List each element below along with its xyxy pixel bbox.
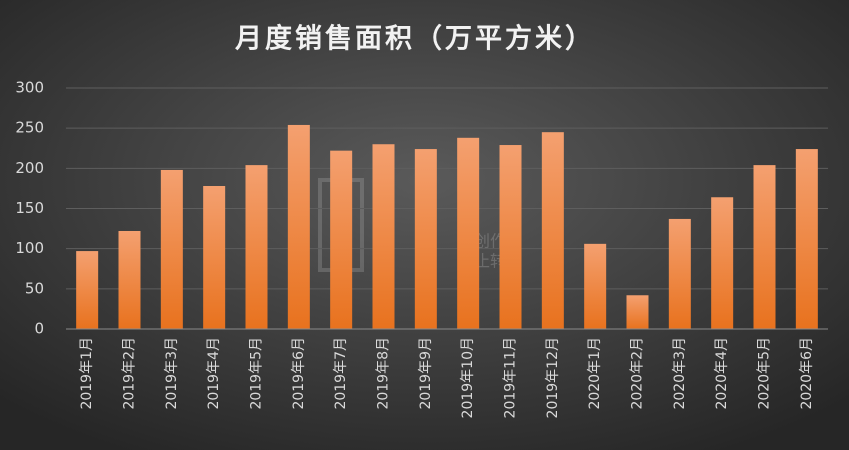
y-tick-label: 200	[15, 159, 44, 177]
x-tick-label: 2019年8月	[376, 337, 392, 410]
x-tick-label: 2020年1月	[587, 337, 603, 410]
y-tick-label: 50	[25, 279, 44, 297]
bar	[330, 150, 353, 329]
x-tick-label: 2020年5月	[757, 337, 773, 410]
x-tick-label: 2019年3月	[164, 337, 180, 410]
x-tick-label: 2019年1月	[79, 337, 95, 410]
bar	[753, 165, 776, 329]
bar	[668, 218, 691, 329]
bar	[457, 137, 480, 329]
bar	[499, 145, 522, 329]
bar	[711, 197, 734, 329]
bar	[118, 230, 141, 329]
bar	[245, 165, 268, 329]
x-tick-label: 2019年10月	[460, 337, 476, 418]
bar	[584, 243, 607, 329]
bar	[287, 124, 310, 329]
chart-title: 月度销售面积（万平方米）	[234, 23, 595, 55]
bar	[626, 295, 649, 329]
x-tick-label: 2019年6月	[291, 337, 307, 410]
bar	[76, 251, 99, 329]
x-tick-label: 2020年4月	[714, 337, 730, 410]
y-tick-label: 250	[15, 119, 44, 137]
x-tick-label: 2019年12月	[545, 337, 561, 418]
bar	[414, 149, 437, 329]
bar	[372, 144, 395, 329]
x-tick-label: 2020年3月	[672, 337, 688, 410]
bar	[203, 186, 226, 329]
y-tick-label: 150	[15, 199, 44, 217]
x-tick-label: 2019年5月	[249, 337, 265, 410]
bar	[795, 149, 818, 329]
x-tick-label: 2020年6月	[799, 337, 815, 410]
x-tick-label: 2019年2月	[122, 337, 138, 410]
x-tick-label: 2019年7月	[333, 337, 349, 410]
bar	[160, 169, 183, 329]
y-tick-label: 300	[15, 79, 44, 97]
x-tick-label: 2019年11月	[503, 337, 519, 418]
bar	[541, 132, 564, 329]
x-tick-label: 2019年4月	[206, 337, 222, 410]
x-tick-label: 2019年9月	[418, 337, 434, 410]
y-tick-label: 100	[15, 239, 44, 257]
x-tick-label: 2020年2月	[630, 337, 646, 410]
y-tick-label: 0	[34, 320, 44, 338]
